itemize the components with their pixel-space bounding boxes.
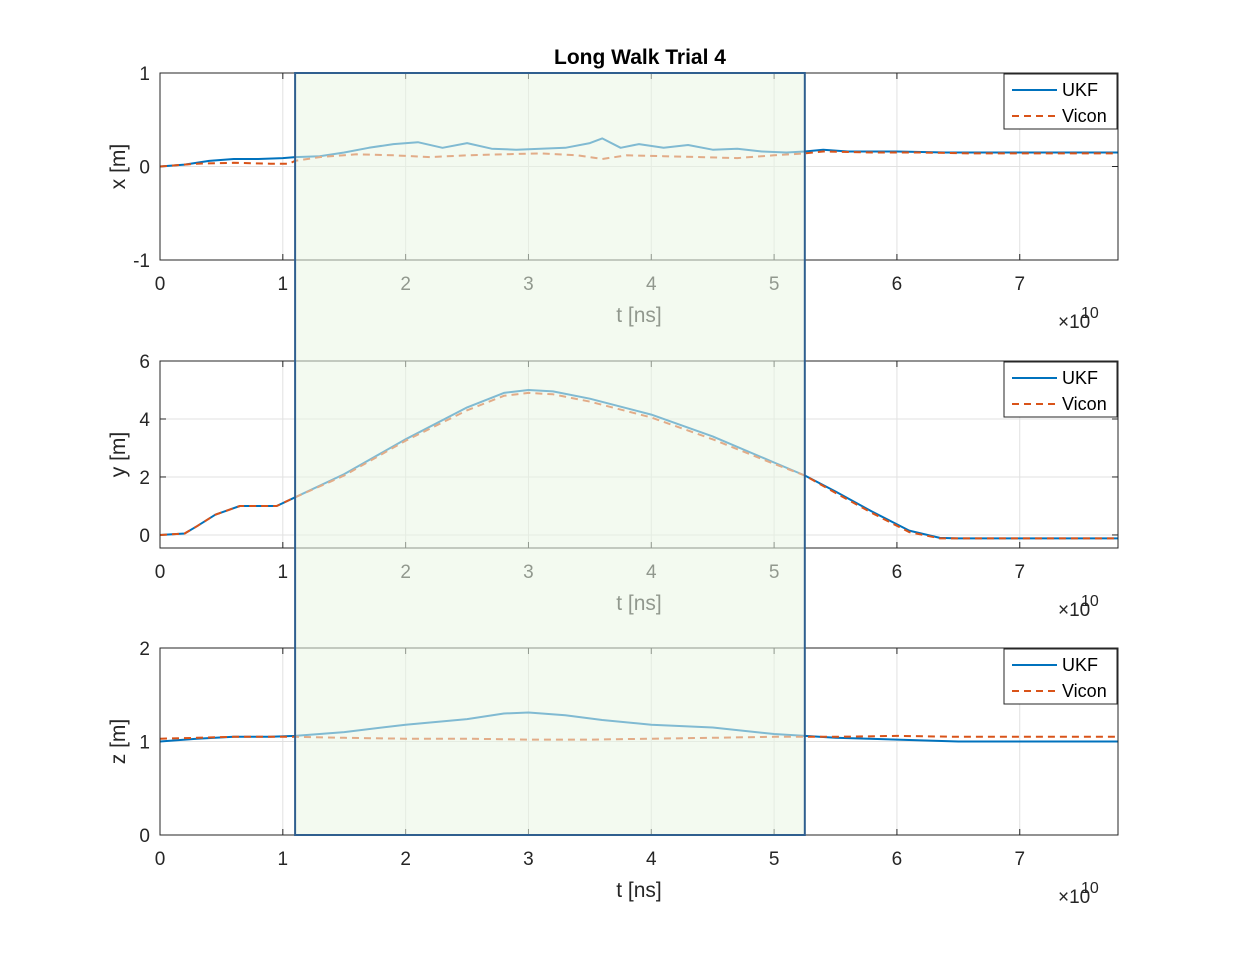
y-tick-label: 0 bbox=[139, 526, 150, 547]
legend: UKF Vicon bbox=[1003, 648, 1118, 705]
x-tick-label: 7 bbox=[1014, 562, 1025, 583]
legend-label-ukf: UKF bbox=[1062, 368, 1098, 388]
y-tick-label: 2 bbox=[139, 468, 150, 489]
x-exponent-label: ×10 bbox=[1058, 600, 1090, 621]
legend: UKF Vicon bbox=[1003, 361, 1118, 418]
x-exponent-value: 10 bbox=[1081, 593, 1099, 610]
x-tick-label: 0 bbox=[155, 849, 166, 870]
x-exponent-value: 10 bbox=[1081, 880, 1099, 897]
x-tick-label: 2 bbox=[400, 849, 411, 870]
highlight-border bbox=[294, 72, 806, 836]
y-tick-label: 4 bbox=[139, 410, 150, 431]
legend-label-vicon: Vicon bbox=[1062, 681, 1107, 701]
y-tick-label: 1 bbox=[139, 733, 150, 754]
x-tick-label: 1 bbox=[278, 562, 289, 583]
x-tick-label: 5 bbox=[769, 849, 780, 870]
x-tick-label: 0 bbox=[155, 562, 166, 583]
highlight-fill bbox=[295, 73, 805, 835]
y-tick-label: 6 bbox=[139, 352, 150, 373]
legend-label-vicon: Vicon bbox=[1062, 106, 1107, 126]
x-tick-label: 4 bbox=[646, 849, 657, 870]
x-tick-label: 7 bbox=[1014, 274, 1025, 295]
x-axis-label: t [ns] bbox=[616, 879, 662, 902]
legend: UKF Vicon bbox=[1003, 73, 1118, 130]
y-tick-label: -1 bbox=[133, 251, 150, 272]
y-tick-label: 0 bbox=[139, 826, 150, 847]
y-axis-label: x [m] bbox=[107, 144, 130, 190]
highlight-region bbox=[294, 72, 806, 836]
y-tick-label: 1 bbox=[139, 64, 150, 85]
x-tick-label: 7 bbox=[1014, 849, 1025, 870]
legend-label-vicon: Vicon bbox=[1062, 394, 1107, 414]
x-tick-label: 6 bbox=[892, 274, 903, 295]
legend-box bbox=[1003, 73, 1118, 130]
x-tick-label: 0 bbox=[155, 274, 166, 295]
x-exponent-label: ×10 bbox=[1058, 887, 1090, 908]
y-tick-label: 2 bbox=[139, 639, 150, 660]
legend-label-ukf: UKF bbox=[1062, 80, 1098, 100]
x-exponent-label: ×10 bbox=[1058, 312, 1090, 333]
x-tick-label: 6 bbox=[892, 562, 903, 583]
x-tick-label: 1 bbox=[278, 274, 289, 295]
y-axis-label: z [m] bbox=[107, 719, 130, 765]
series-line-vicon bbox=[159, 150, 1118, 168]
x-tick-label: 3 bbox=[523, 849, 534, 870]
y-tick-label: 0 bbox=[139, 158, 150, 179]
chart-title: Long Walk Trial 4 bbox=[554, 46, 726, 69]
x-tick-label: 1 bbox=[278, 849, 289, 870]
x-tick-label: 6 bbox=[892, 849, 903, 870]
legend-label-ukf: UKF bbox=[1062, 655, 1098, 675]
x-exponent-value: 10 bbox=[1081, 305, 1099, 322]
y-axis-label: y [m] bbox=[107, 432, 130, 478]
legend-box bbox=[1003, 361, 1118, 418]
legend-box bbox=[1003, 648, 1118, 705]
series-line-vicon bbox=[159, 734, 1118, 741]
